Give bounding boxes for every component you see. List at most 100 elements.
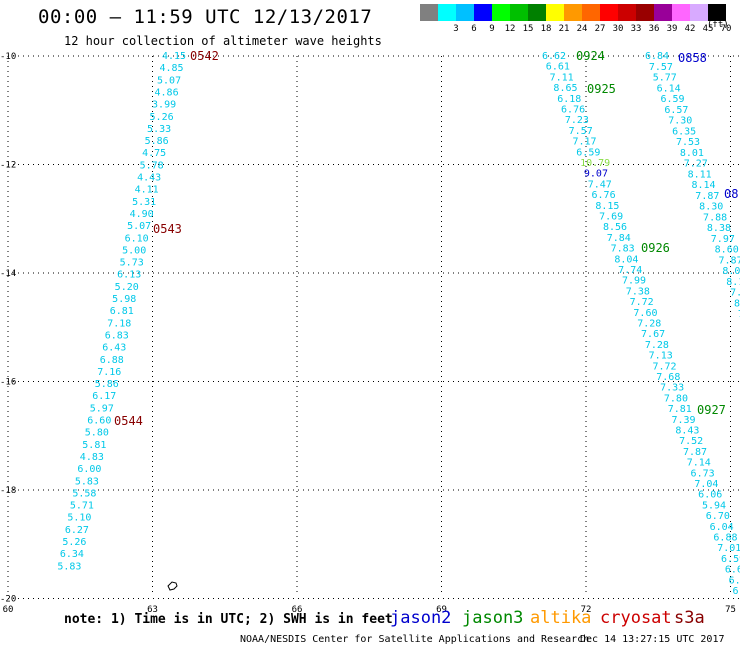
swh-value-track1: 6.00 xyxy=(77,464,101,475)
scale-swatch xyxy=(456,4,474,21)
swh-value-track3: 8.01 xyxy=(722,266,740,277)
swh-value-track3: 6.57 xyxy=(664,105,688,116)
swh-value-track1: 5.81 xyxy=(82,440,106,451)
scale-swatch xyxy=(420,4,438,21)
swh-value-track1: 6.13 xyxy=(117,270,141,281)
scale-swatch xyxy=(672,4,690,21)
scale-swatch xyxy=(546,4,564,21)
scale-label: 6 xyxy=(471,24,477,34)
scale-label: 3 xyxy=(453,24,459,34)
swh-value-track2: 7.57 xyxy=(569,126,593,137)
scale-swatch xyxy=(618,4,636,21)
swh-value-track3: 7.27 xyxy=(684,159,708,170)
time-label: 0543 xyxy=(153,222,182,236)
swh-value-track1: 4.86 xyxy=(155,87,179,98)
swh-value-track1: 6.34 xyxy=(60,549,84,560)
timestamp: Dec 14 13:27:15 UTC 2017 xyxy=(580,634,725,645)
swh-value-track3: 7.53 xyxy=(676,137,700,148)
scale-swatch xyxy=(528,4,546,21)
swh-value-track2: 6.59 xyxy=(721,554,740,565)
scale-swatch xyxy=(582,4,600,21)
swh-value-track2: 8.04 xyxy=(614,254,638,265)
swh-value-track3: 7.88 xyxy=(703,212,727,223)
swh-value-track2: 7.11 xyxy=(550,72,574,83)
swh-value-track3: 8.38 xyxy=(707,223,731,234)
legend-jason3: jason3 xyxy=(462,608,524,628)
map-title: 00:00 — 11:59 UTC 12/13/2017 xyxy=(38,6,373,28)
swh-value-track2: 7.47 xyxy=(588,179,612,190)
swh-value-track1: 4.11 xyxy=(135,185,159,196)
swh-value-track3: 7.30 xyxy=(668,116,692,127)
legend-altika: altika xyxy=(530,608,592,628)
swh-value-track3: 7.2 xyxy=(730,288,740,299)
swh-value-track2: 6.73 xyxy=(691,468,715,479)
scale-swatch xyxy=(654,4,672,21)
swh-value-track1: 5.33 xyxy=(147,124,171,135)
swh-value-track2: 6.18 xyxy=(557,94,581,105)
swh-value-track3: 7.87 xyxy=(719,255,740,266)
swh-value-track2: 7.67 xyxy=(641,329,665,340)
swh-value-track1: 4.43 xyxy=(137,173,161,184)
swh-value-track1: 5.97 xyxy=(90,403,114,414)
swh-value-track3: 8.30 xyxy=(699,202,723,213)
island-outline xyxy=(167,581,178,591)
swh-value-track2: 7.28 xyxy=(645,340,669,351)
scale-label: 15 xyxy=(522,24,534,34)
swh-value-track2: 6.06 xyxy=(698,490,722,501)
swh-value-track3: 8.19 xyxy=(726,277,740,288)
swh-value-track1: 5.26 xyxy=(62,537,86,548)
swh-value-track3: 7.97 xyxy=(711,234,735,245)
swh-value-track1: 6.43 xyxy=(102,343,126,354)
swh-value-track2: 6.70 xyxy=(706,511,730,522)
swh-value-track2: 7.13 xyxy=(649,351,673,362)
scale-label: 9 xyxy=(489,24,495,34)
swh-value-track1: 6.83 xyxy=(105,330,129,341)
swh-value-track1: 4.75 xyxy=(142,148,166,159)
swh-value-track2: 8.43 xyxy=(675,426,699,437)
swh-value-track3: 6.59 xyxy=(660,94,684,105)
swh-value-track2: 6.61 xyxy=(546,62,570,73)
swh-value-track2: 5.94 xyxy=(702,500,726,511)
swh-value-track1: 7.18 xyxy=(107,318,131,329)
swh-value-track3: 7. xyxy=(738,309,740,320)
swh-value-track2: 6.6 xyxy=(725,565,740,576)
x-tick-label: 66 xyxy=(292,605,303,615)
swh-value-track1: 6.60 xyxy=(87,416,111,427)
swh-value-track1: 5.98 xyxy=(112,294,136,305)
swh-value-track3: 8.60 xyxy=(715,245,739,256)
swh-value-track3: 5.77 xyxy=(653,73,677,84)
y-tick-label: -16 xyxy=(0,378,16,388)
swh-value-track2: 6.3 xyxy=(732,586,740,597)
scale-label: 45 xyxy=(702,24,714,34)
credit-line: NOAA/NESDIS Center for Satellite Applica… xyxy=(240,634,590,645)
swh-value-track1: 4.85 xyxy=(160,63,184,74)
scale-label: 12 xyxy=(504,24,516,34)
swh-value-track1: 5.26 xyxy=(150,112,174,123)
time-label: 0858 xyxy=(678,51,707,65)
map-subtitle: 12 hour collection of altimeter wave hei… xyxy=(64,34,382,48)
swh-value-track2: 7.17 xyxy=(572,137,596,148)
time-label: 0542 xyxy=(190,49,219,63)
scale-swatch xyxy=(474,4,492,21)
time-label: 08 xyxy=(724,187,738,201)
swh-value-track1: 4.90 xyxy=(130,209,154,220)
swh-value-track2: 7.83 xyxy=(611,244,635,255)
swh-value-track1: 6.27 xyxy=(65,525,89,536)
swh-value-track2: 7.72 xyxy=(630,297,654,308)
swh-value-track2: 7.33 xyxy=(660,383,684,394)
swh-value-track1: 5.20 xyxy=(115,282,139,293)
swh-value-track1: 5.83 xyxy=(57,561,81,572)
scale-swatch xyxy=(690,4,708,21)
swh-value-track2: 6.62 xyxy=(542,51,566,62)
scale-swatch xyxy=(564,4,582,21)
swh-value-track1: 5.10 xyxy=(67,513,91,524)
swh-value-track1: 5.07 xyxy=(127,221,151,232)
scale-swatch xyxy=(636,4,654,21)
time-label: 0544 xyxy=(114,414,143,428)
swh-value-track1: 5.86 xyxy=(95,379,119,390)
swh-value-track2: 6.4 xyxy=(729,575,740,586)
swh-value-track2: 9.07 xyxy=(584,169,608,180)
swh-value-track2: 7.87 xyxy=(683,447,707,458)
scale-label: 33 xyxy=(630,24,642,34)
